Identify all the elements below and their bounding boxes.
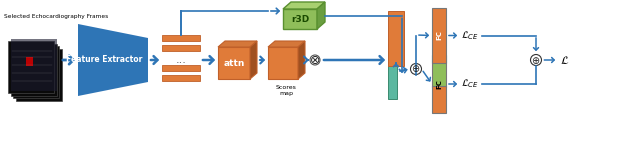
Text: FC: FC <box>436 79 442 89</box>
FancyBboxPatch shape <box>432 55 446 87</box>
FancyBboxPatch shape <box>218 47 250 79</box>
FancyBboxPatch shape <box>10 43 56 95</box>
Text: $\mathcal{L}$: $\mathcal{L}$ <box>560 54 569 66</box>
Polygon shape <box>250 41 257 79</box>
FancyBboxPatch shape <box>162 75 200 81</box>
FancyBboxPatch shape <box>432 8 446 63</box>
Text: $\otimes$: $\otimes$ <box>309 53 321 66</box>
Text: $\oplus$: $\oplus$ <box>412 64 420 74</box>
Text: $\mathcal{L}_{CE}$: $\mathcal{L}_{CE}$ <box>461 78 479 90</box>
Text: Scores
map: Scores map <box>276 85 296 96</box>
FancyBboxPatch shape <box>432 86 446 113</box>
Text: $\oplus$: $\oplus$ <box>531 55 541 66</box>
FancyBboxPatch shape <box>268 47 298 79</box>
FancyBboxPatch shape <box>388 44 397 99</box>
FancyBboxPatch shape <box>162 45 200 51</box>
FancyBboxPatch shape <box>15 48 61 101</box>
Text: FC: FC <box>436 31 442 40</box>
Text: attn: attn <box>223 58 244 67</box>
FancyBboxPatch shape <box>26 57 33 66</box>
FancyBboxPatch shape <box>13 46 59 98</box>
Polygon shape <box>298 41 305 79</box>
FancyBboxPatch shape <box>10 39 56 90</box>
Polygon shape <box>283 2 325 9</box>
Polygon shape <box>268 41 305 47</box>
FancyBboxPatch shape <box>283 9 317 29</box>
Polygon shape <box>78 24 148 96</box>
Text: ...: ... <box>175 55 186 65</box>
Polygon shape <box>218 41 257 47</box>
Text: Feature Extractor: Feature Extractor <box>66 56 142 64</box>
Text: r3D: r3D <box>291 14 309 24</box>
Text: Selected Echocardiography Frames: Selected Echocardiography Frames <box>4 14 108 19</box>
Polygon shape <box>317 2 325 29</box>
FancyBboxPatch shape <box>388 11 404 66</box>
Text: $\mathcal{L}_{CE}$: $\mathcal{L}_{CE}$ <box>461 29 479 42</box>
FancyBboxPatch shape <box>8 41 54 93</box>
FancyBboxPatch shape <box>162 35 200 41</box>
FancyBboxPatch shape <box>162 65 200 71</box>
